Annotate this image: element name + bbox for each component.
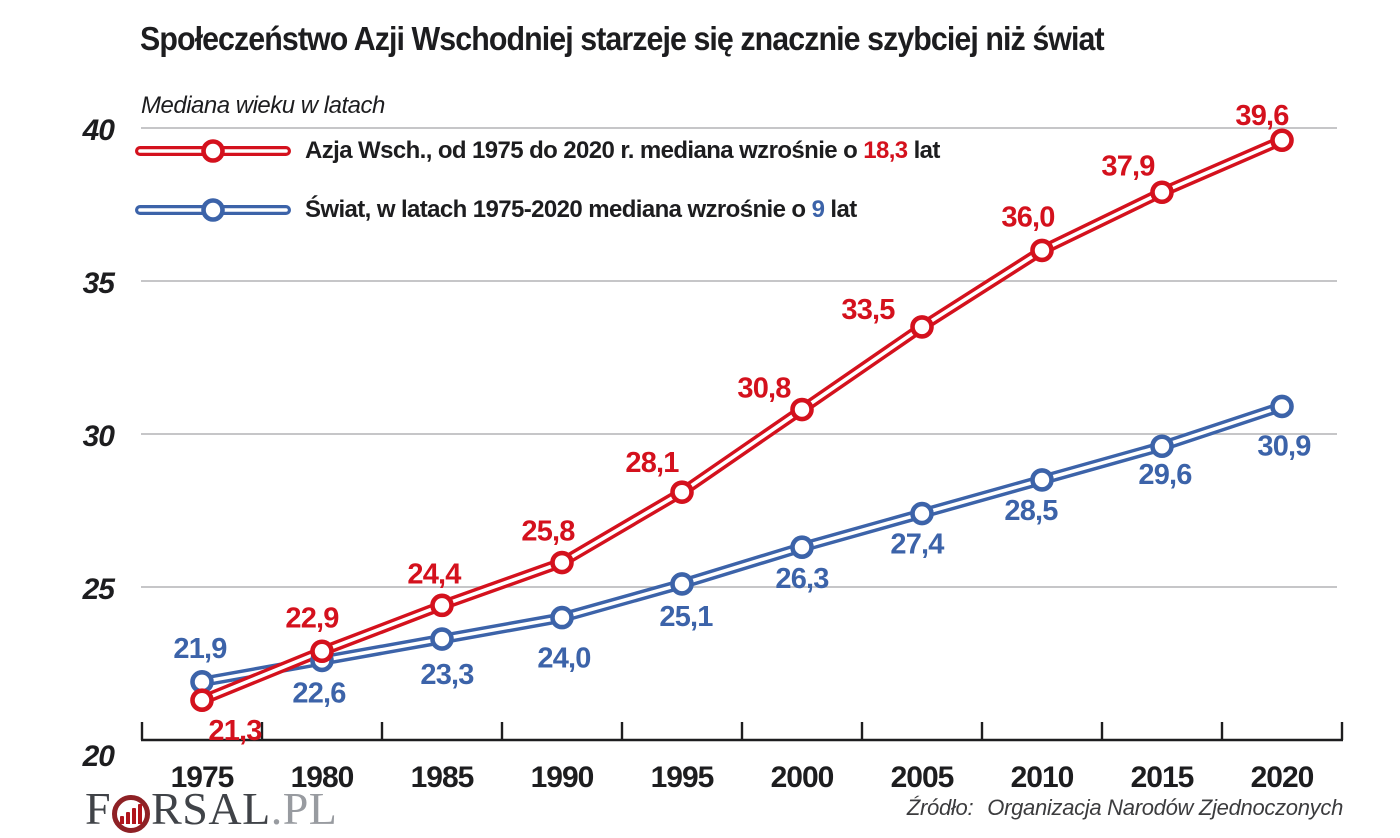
source-credit: Źródło: Organizacja Narodów Zjednoczonych (907, 795, 1343, 821)
data-point-marker (430, 593, 454, 618)
data-point-marker (670, 572, 694, 596)
page-title: Społeczeństwo Azji Wschodniej starzeje s… (140, 20, 1105, 57)
legend-text-prefix: Świat, w latach 1975-2020 mediana wzrośn… (305, 196, 812, 223)
data-point-label: 28,1 (625, 447, 679, 479)
y-axis-label: 30 (83, 420, 116, 453)
data-point-marker (1030, 468, 1054, 492)
x-axis-label: 1975 (171, 761, 234, 794)
data-point-label: 21,3 (208, 715, 262, 747)
data-point-marker (190, 688, 214, 713)
series-line-inner-azja-wsch (200, 138, 1284, 703)
data-point-label: 22,6 (292, 677, 346, 709)
data-point-label: 30,9 (1257, 430, 1311, 462)
data-point-marker (1270, 394, 1294, 419)
x-axis-label: 1995 (651, 761, 714, 794)
legend-text-suffix: lat (907, 137, 941, 164)
data-point-label: 37,9 (1101, 150, 1155, 182)
legend-label: Azja Wsch., od 1975 do 2020 r. mediana w… (305, 137, 940, 165)
source-text: Organizacja Narodów Zjednoczonych (987, 795, 1343, 820)
x-axis-label: 1990 (531, 761, 594, 794)
forsal-logo: F RSAL .PL (85, 783, 338, 834)
data-point-label: 25,1 (659, 601, 713, 633)
data-point-label: 23,3 (420, 659, 474, 691)
x-axis-label: 2005 (891, 761, 954, 794)
legend-highlight-value: 18,3 (863, 137, 908, 164)
blue-line-swatch-icon (133, 193, 293, 227)
data-point-label: 33,5 (841, 294, 895, 326)
chart-legend: Azja Wsch., od 1975 do 2020 r. mediana w… (133, 133, 940, 251)
x-axis-label: 2015 (1131, 761, 1194, 794)
legend-item-azja-wsch: Azja Wsch., od 1975 do 2020 r. mediana w… (133, 133, 940, 169)
data-point-label: 28,5 (1004, 495, 1058, 527)
data-point-label: 26,3 (775, 563, 829, 595)
legend-highlight-value: 9 (811, 196, 825, 223)
y-axis-label: 35 (83, 267, 117, 300)
y-axis-label: 20 (82, 740, 116, 773)
data-point-label: 27,4 (890, 529, 944, 561)
legend-text-suffix: lat (824, 196, 857, 223)
series-line-inner-swiat (200, 404, 1284, 684)
data-point-marker (1150, 180, 1174, 205)
logo-tld: .PL (270, 783, 338, 834)
data-point-marker (550, 550, 574, 575)
data-point-marker (1030, 238, 1054, 263)
x-axis-label: 2020 (1251, 761, 1314, 794)
logo-letters-rsal: RSAL (151, 783, 271, 834)
legend-label: Świat, w latach 1975-2020 mediana wzrośn… (305, 196, 857, 224)
x-axis-label: 2000 (771, 761, 834, 794)
data-point-marker (910, 501, 934, 526)
y-axis-label: 40 (82, 114, 116, 147)
bar-chart-circle-icon (112, 795, 151, 833)
source-label: Źródło: (906, 795, 974, 820)
data-point-label: 39,6 (1235, 100, 1289, 132)
data-point-marker (550, 605, 574, 630)
logo-letter-f: F (85, 783, 112, 834)
legend-item-swiat: Świat, w latach 1975-2020 mediana wzrośn… (133, 192, 940, 228)
data-point-marker (790, 397, 814, 422)
data-point-marker (310, 639, 334, 664)
data-point-label: 24,4 (407, 558, 461, 590)
chart-subtitle: Mediana wieku w latach (141, 92, 385, 119)
x-axis-label: 1980 (291, 761, 354, 794)
data-point-marker (1150, 434, 1174, 459)
data-point-label: 30,8 (737, 373, 791, 405)
data-point-label: 36,0 (1001, 201, 1054, 233)
data-point-label: 24,0 (537, 643, 590, 675)
data-point-marker (430, 627, 454, 651)
x-axis-label: 1985 (411, 761, 474, 794)
x-axis-label: 2010 (1011, 761, 1074, 794)
data-point-label: 22,9 (285, 602, 339, 634)
data-point-marker (790, 535, 814, 560)
data-point-label: 21,9 (173, 633, 227, 665)
data-point-marker (910, 315, 934, 339)
data-point-label: 25,8 (521, 516, 575, 548)
data-point-label: 29,6 (1138, 459, 1192, 491)
legend-text-prefix: Azja Wsch., od 1975 do 2020 r. mediana w… (305, 137, 864, 164)
y-axis-label: 25 (82, 573, 117, 606)
data-point-marker (1270, 128, 1294, 153)
red-line-swatch-icon (133, 134, 293, 168)
data-point-marker (670, 480, 694, 504)
